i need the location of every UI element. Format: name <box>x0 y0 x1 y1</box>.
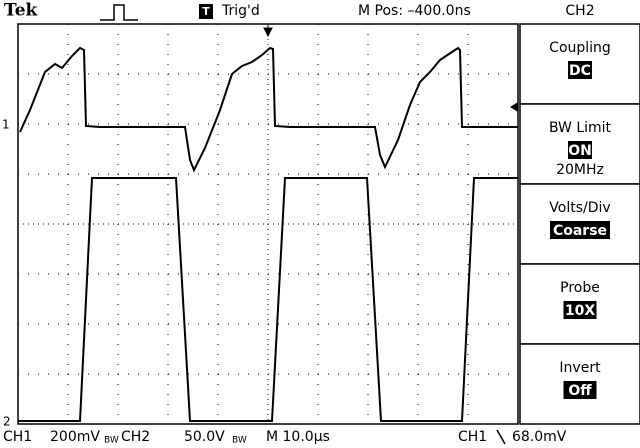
brand: Tek <box>4 1 39 21</box>
menu-label: Volts/Div <box>549 200 610 216</box>
menu-label: Probe <box>560 280 600 296</box>
trigger-icon: T <box>202 5 210 18</box>
timebase: M 10.0µs <box>266 429 330 445</box>
menu-button[interactable]: Invert Off <box>519 343 640 425</box>
ch2-label: CH2 <box>121 429 150 445</box>
ch1-bw: BW <box>104 436 119 446</box>
trigger-source: CH1 <box>458 429 487 445</box>
menu-label: BW Limit <box>549 120 612 136</box>
menu-extra: 20MHz <box>556 162 604 178</box>
ch2-trace <box>18 177 518 422</box>
ch2-bw: BW <box>232 436 247 446</box>
menu-button[interactable]: Coupling DC <box>519 23 640 105</box>
menu-button[interactable]: BW Limit ON 20MHz <box>519 103 640 185</box>
menu-value: Coarse <box>553 223 607 239</box>
menu-value-box <box>563 381 597 399</box>
ch1-trace <box>19 46 518 173</box>
position: M Pos: –400.0ns <box>358 3 471 19</box>
menu-value-box <box>550 221 610 239</box>
ch2-marker: 2 <box>3 415 11 429</box>
ch2-scale: 50.0V <box>184 429 225 445</box>
trigger-icon-box <box>199 4 213 19</box>
trigger-slope <box>496 429 506 445</box>
trigger-edge-icon <box>100 4 138 21</box>
menu-label: Invert <box>559 360 601 376</box>
menu-value: DC <box>569 63 591 79</box>
menu-button[interactable]: Volts/Div Coarse <box>519 183 640 265</box>
channel: CH2 <box>565 3 594 19</box>
menu-value: 10X <box>565 303 595 319</box>
menu-value-box <box>568 61 592 79</box>
menu-value: ON <box>568 143 592 159</box>
menu-value-box <box>568 141 592 159</box>
menu-label: Coupling <box>549 40 611 56</box>
trigger-position-marker <box>263 24 273 38</box>
graticule <box>17 23 519 425</box>
ch1-marker: 1 <box>2 118 10 132</box>
menu-button[interactable]: Probe 10X <box>519 263 640 345</box>
menu-value: Off <box>568 383 592 399</box>
menu-value-box <box>563 301 597 319</box>
menu-box <box>519 343 640 425</box>
ch1-scale: 200mV <box>50 429 100 445</box>
trigger-level: 68.0mV <box>512 429 567 445</box>
ch1-label: CH1 <box>3 429 32 445</box>
trigger-status: Trig'd <box>221 3 260 19</box>
trigger-level-marker <box>510 102 518 112</box>
